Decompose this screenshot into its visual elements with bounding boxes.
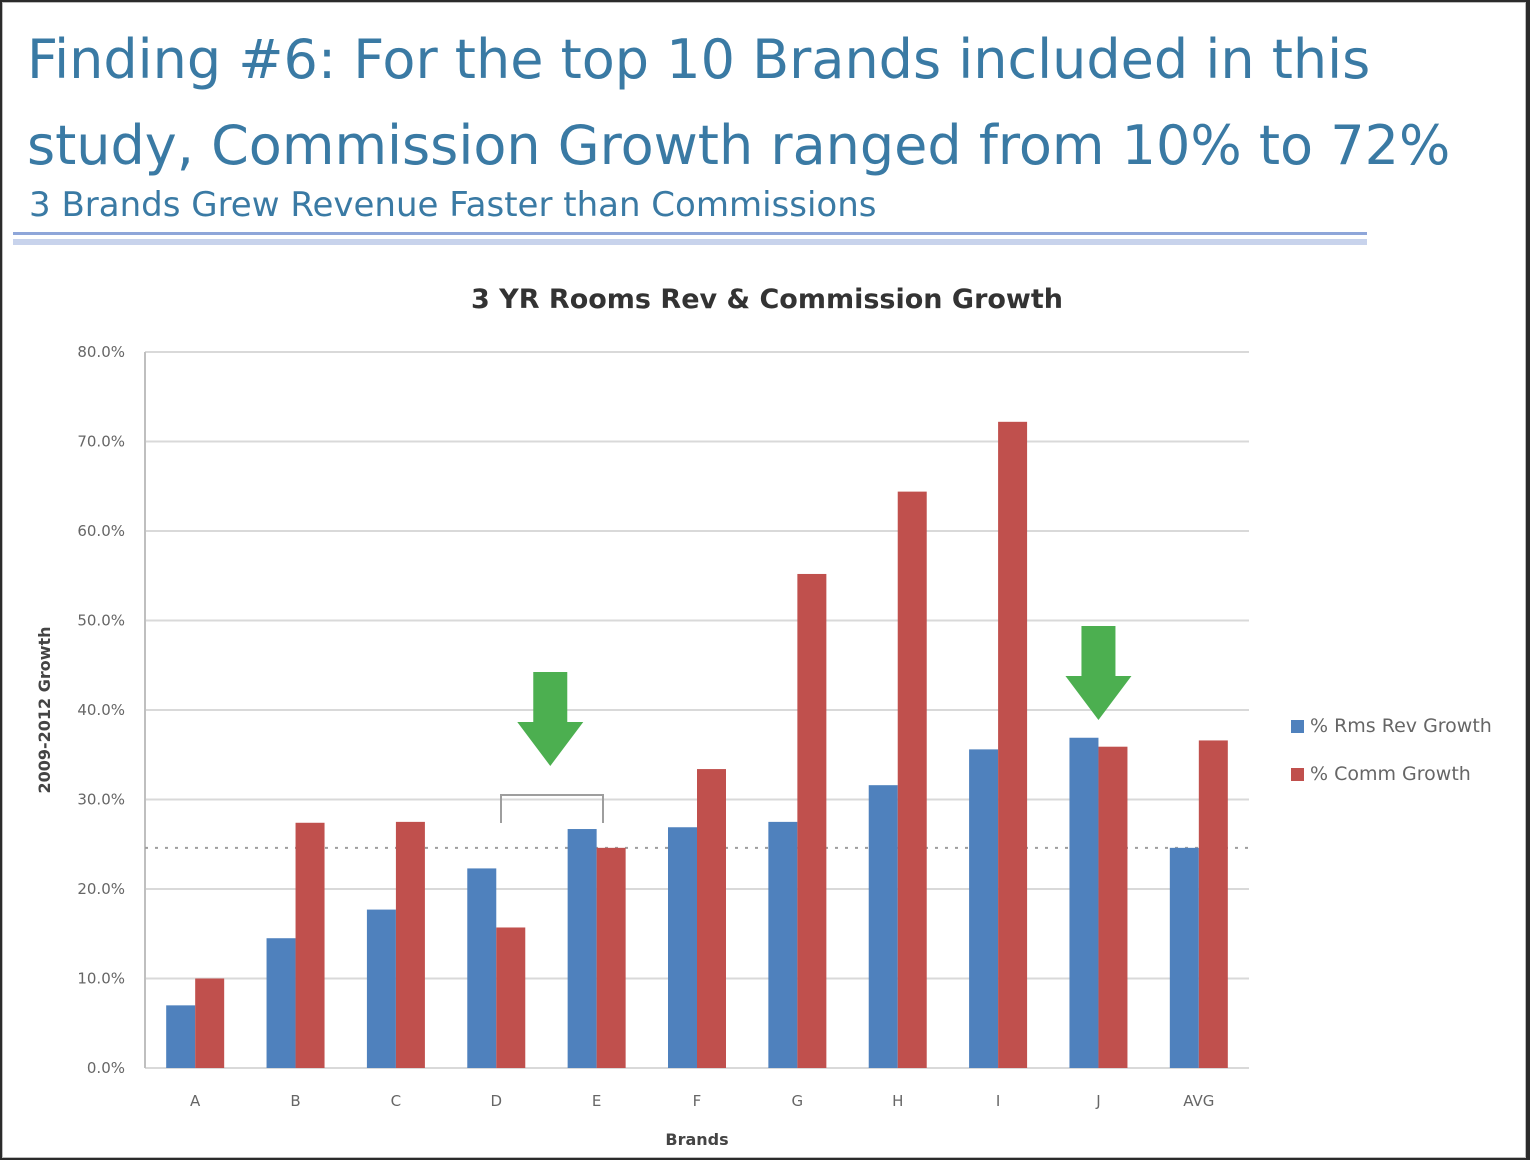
bar-comm-f [697,769,726,1068]
down-arrow-icon [1065,626,1132,720]
title-divider-shadow [13,239,1367,245]
bar-rev-d [467,868,497,1068]
bar-comm-e [596,847,626,1068]
x-tick-label: I [996,1092,1000,1110]
y-axis-title: 2009-2012 Growth [35,626,54,793]
legend-swatch [1291,768,1304,781]
bar-comm-g [797,573,827,1068]
bar-comm-j [1098,746,1128,1068]
bar-rev-i [969,749,999,1068]
bar-rev-j [1069,737,1099,1068]
legend-swatch [1291,720,1304,733]
y-tick-label: 40.0% [77,701,125,719]
y-tick-label: 50.0% [77,612,125,630]
legend-label: % Comm Growth [1310,763,1471,785]
x-axis-title: Brands [665,1130,728,1149]
x-tick-label: A [190,1092,201,1110]
bar-comm-b [295,822,325,1068]
down-arrow-icon [517,672,584,766]
bar-rev-h [868,785,898,1068]
bar-rev-e [567,829,597,1068]
bar-comm-d [496,927,526,1068]
x-tick-label: B [290,1092,300,1110]
y-tick-label: 80.0% [77,343,125,361]
x-tick-label: H [892,1092,903,1110]
bars [166,421,1228,1068]
x-tick-label: D [490,1092,502,1110]
y-tick-label: 10.0% [77,970,125,988]
y-tick-label: 70.0% [77,433,125,451]
legend-label: % Rms Rev Growth [1310,715,1492,737]
x-tick-label: F [693,1092,702,1110]
bar-rev-c [366,909,396,1068]
x-tick-label: J [1095,1092,1100,1110]
bar-rev-a [166,1005,196,1068]
bar-rev-b [266,938,296,1068]
bar-rev-avg [1169,847,1199,1068]
annotations [500,626,1132,823]
y-tick-label: 0.0% [87,1059,125,1077]
bar-comm-h [897,491,927,1068]
y-axis-ticks: 0.0% 10.0% 20.0% 30.0% 40.0% 50.0% 60.0% 70.0% 8… [77,343,125,1077]
x-tick-label: E [592,1092,601,1110]
bar-rev-g [768,821,798,1068]
bar-comm-c [395,821,425,1068]
y-tick-label: 30.0% [77,791,125,809]
chart-title: 3 YR Rooms Rev & Commission Growth [471,284,1063,315]
y-tick-label: 20.0% [77,880,125,898]
slide-subtitle: 3 Brands Grew Revenue Faster than Commis… [29,185,877,225]
bar-comm-i [998,421,1028,1068]
x-tick-label: C [391,1092,401,1110]
bar-comm-a [195,978,225,1068]
title-divider [13,232,1367,235]
bar-comm-avg [1198,740,1228,1068]
slide-title: Finding #6: For the top 10 Brands includ… [27,28,1451,177]
legend: % Rms Rev Growth % Comm Growth [1291,715,1492,785]
bar-chart: 3 YR Rooms Rev & Commission Growth 0.0% 1… [35,284,1492,1149]
x-tick-label: G [792,1092,804,1110]
bar-rev-f [668,827,697,1068]
y-tick-label: 60.0% [77,522,125,540]
bracket-annotation [500,794,604,823]
x-tick-label: AVG [1183,1092,1214,1110]
x-axis-ticks: A B C D E F G H I J AVG [190,1092,1214,1110]
